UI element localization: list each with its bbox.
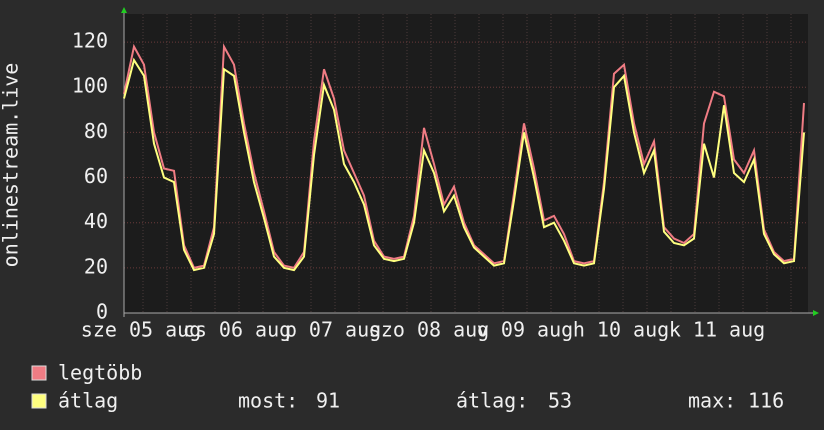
- legend-label: átlag: [58, 389, 118, 413]
- legend-swatch: [31, 393, 47, 409]
- x-tick-label: sze 05 aug: [81, 318, 201, 342]
- x-tick-label: p 07 aug: [285, 318, 381, 342]
- y-tick-label: 60: [84, 164, 108, 188]
- axis-arrow: [121, 7, 127, 13]
- stat-label: most:: [238, 389, 298, 413]
- y-tick-label: 20: [84, 254, 108, 278]
- x-tick-label: cs 06 aug: [183, 318, 291, 342]
- plot-area: [124, 14, 808, 313]
- y-tick-label: 80: [84, 119, 108, 143]
- y-axis-label: onlinestream.live: [0, 63, 23, 268]
- stat-value: 91: [316, 389, 340, 413]
- series-line: [123, 43, 805, 269]
- stat-value: 116: [748, 389, 784, 413]
- y-tick-label: 40: [84, 209, 108, 233]
- y-tick-label: 0: [96, 300, 108, 324]
- x-tick-label: h 10 aug: [573, 318, 669, 342]
- legend-label: legtöbb: [58, 361, 142, 385]
- stat-value: 53: [548, 389, 572, 413]
- axis-arrow: [813, 310, 819, 316]
- y-tick-label: 120: [72, 29, 108, 53]
- x-tick-label: v 09 aug: [477, 318, 573, 342]
- stat-label: átlag:: [456, 389, 528, 413]
- stat-label: max:: [688, 389, 736, 413]
- x-tick-label: szo 08 aug: [369, 318, 489, 342]
- series-line: [123, 57, 805, 272]
- x-tick-label: k 11 aug: [669, 318, 765, 342]
- legend-swatch: [31, 365, 47, 381]
- y-tick-label: 100: [72, 74, 108, 98]
